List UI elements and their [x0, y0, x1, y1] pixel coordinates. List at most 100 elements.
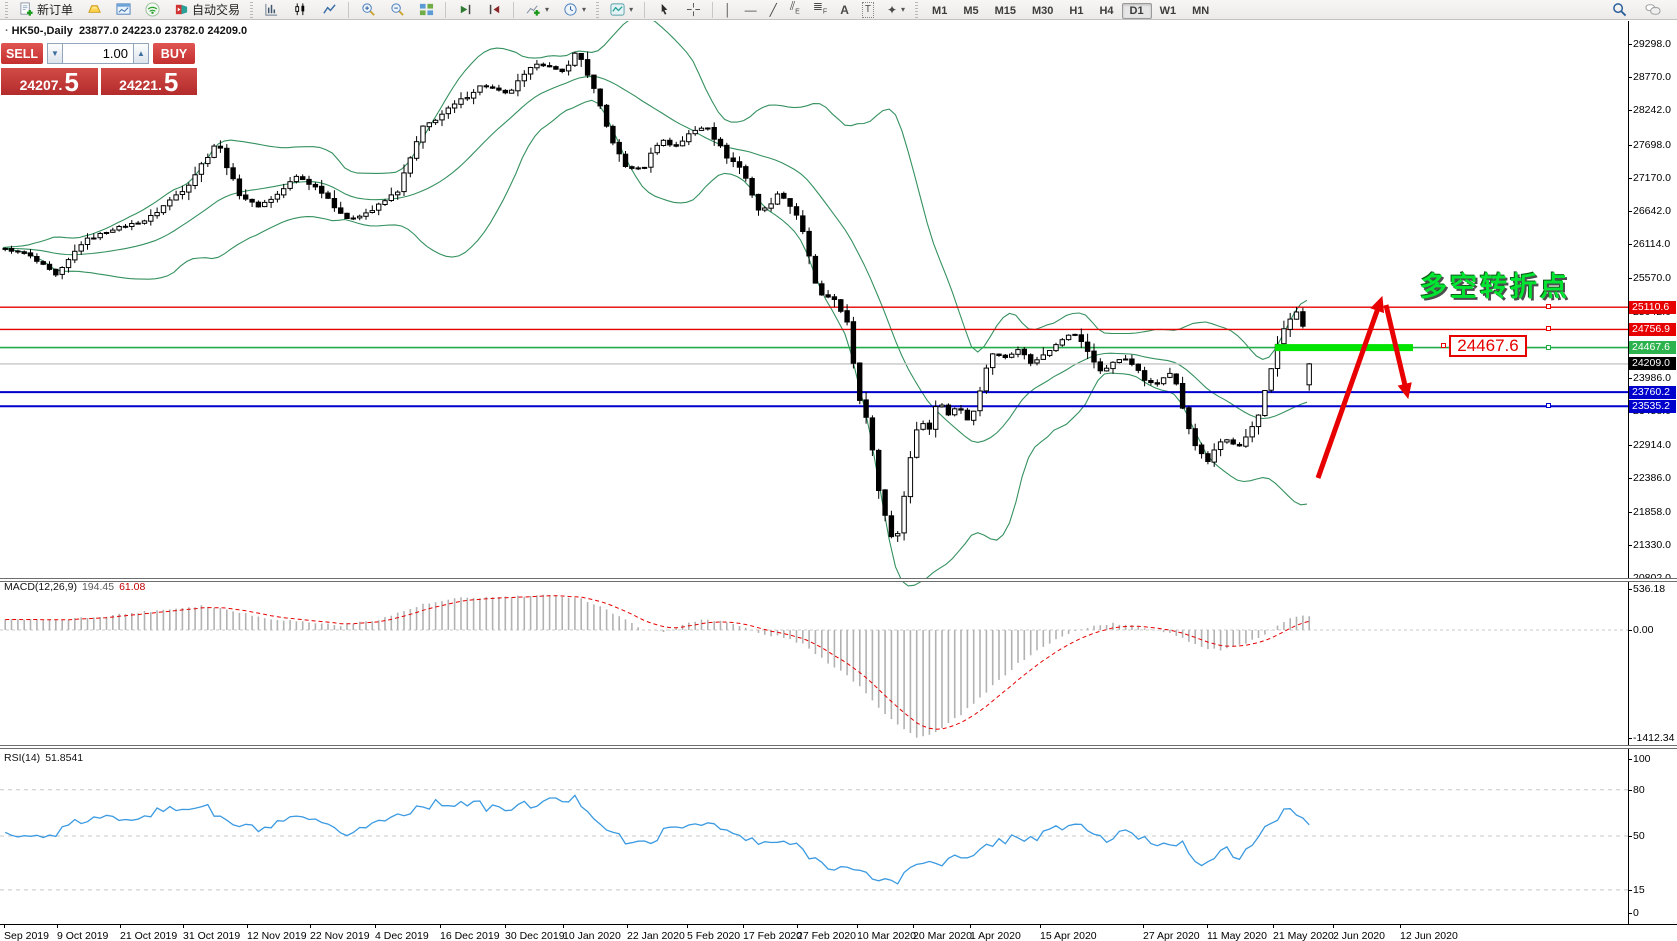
- price-tick-label: 22914.0: [1633, 439, 1671, 451]
- zoom-in-button[interactable]: [356, 1, 380, 19]
- time-axis-tick: [970, 925, 971, 928]
- chart-template-icon: [609, 2, 625, 18]
- rsi-axis-label: 50: [1633, 830, 1645, 842]
- candle-body: [990, 353, 996, 369]
- axis-tick: [1628, 890, 1632, 891]
- horizontal-line-icon: —: [744, 2, 757, 17]
- toolbar-grip[interactable]: [5, 1, 8, 18]
- candle-body: [97, 233, 103, 239]
- search-button[interactable]: [1607, 1, 1631, 19]
- arrow-up-segment[interactable]: [1315, 309, 1380, 479]
- axis-tick: [1628, 913, 1632, 914]
- candle-body: [882, 489, 888, 516]
- bar-chart-mode-button[interactable]: [259, 1, 283, 19]
- sell-price[interactable]: 24207. 5: [1, 68, 98, 95]
- chart-window[interactable]: · HK50-,Daily 23877.0 24223.0 23782.0 242…: [0, 21, 1677, 941]
- time-axis-label: 10 Jan 2020: [563, 930, 621, 941]
- toolbar-separator: [644, 1, 646, 18]
- text-label-tool-button[interactable]: T: [858, 1, 878, 19]
- equidistant-channel-tool-button[interactable]: ⫽E: [786, 0, 804, 21]
- cursor-tool-button[interactable]: [652, 1, 676, 19]
- chat-button[interactable]: [1641, 1, 1665, 19]
- timeframe-button-m15[interactable]: M15: [994, 4, 1017, 17]
- market-watch-button[interactable]: [111, 1, 135, 19]
- candle-body: [338, 207, 344, 214]
- candle-body: [920, 423, 926, 430]
- candle-body: [502, 89, 509, 94]
- arrow-down-segment[interactable]: [1383, 304, 1408, 385]
- sell-button[interactable]: SELL: [1, 43, 43, 64]
- timeframe-button-m5[interactable]: M5: [963, 4, 979, 17]
- candle-body: [553, 66, 559, 70]
- toolbar-right-group: [1607, 1, 1673, 19]
- signal-button[interactable]: [140, 1, 164, 19]
- period-button[interactable]: ▾: [558, 1, 590, 19]
- crosshair-tool-button[interactable]: [681, 1, 705, 19]
- arrows-tool-button[interactable]: ✦ ▾: [883, 2, 909, 18]
- candle-body: [895, 533, 901, 537]
- line-handle-24756.9[interactable]: [1546, 326, 1551, 331]
- candle-body: [1116, 359, 1122, 364]
- time-axis-label: 17 Feb 2020: [743, 930, 802, 941]
- fibonacci-tool-button[interactable]: ≣F: [809, 0, 831, 21]
- horizontal-level-lines[interactable]: [0, 306, 1628, 408]
- toolbar-grip[interactable]: [915, 1, 919, 18]
- time-axis-tick: [1273, 925, 1274, 928]
- zoom-out-button[interactable]: [385, 1, 409, 19]
- auto-trading-button[interactable]: 自动交易: [169, 0, 244, 19]
- trendline-tool-button[interactable]: ╱: [766, 2, 781, 18]
- chart-canvas[interactable]: [0, 21, 1677, 924]
- axis-tick: [1628, 378, 1632, 379]
- chart-template-button[interactable]: ▾: [605, 1, 637, 19]
- macd-pane-divider[interactable]: [0, 578, 1677, 582]
- time-axis-tick: [563, 925, 564, 928]
- text-tool-button[interactable]: A: [836, 2, 853, 18]
- add-indicator-button[interactable]: ▾: [521, 1, 553, 19]
- timeframe-button-m1[interactable]: M1: [932, 4, 948, 17]
- rsi-pane-divider[interactable]: [0, 745, 1677, 749]
- line-handle-24467.6[interactable]: [1546, 345, 1551, 350]
- timeframe-button-w1[interactable]: W1: [1159, 4, 1177, 17]
- timeframe-button-m30[interactable]: M30: [1032, 4, 1054, 17]
- auto-scroll-button[interactable]: [453, 1, 477, 19]
- volume-input[interactable]: [63, 43, 133, 64]
- candle-body: [768, 203, 774, 209]
- candlestick-mode-button[interactable]: [288, 1, 312, 19]
- candle-body: [705, 127, 711, 130]
- candle-body: [262, 201, 268, 208]
- time-axis-tick: [797, 925, 798, 928]
- candle-body: [534, 63, 540, 69]
- line-chart-mode-button[interactable]: [317, 1, 341, 19]
- candle-body: [91, 237, 97, 240]
- symbol-bullet-icon: ·: [5, 25, 9, 37]
- trend-arrow-annotation[interactable]: [1315, 295, 1412, 479]
- chart-shift-button[interactable]: [482, 1, 506, 19]
- timeframe-button-mn[interactable]: MN: [1192, 4, 1210, 17]
- candle-body: [597, 88, 603, 107]
- line-handle-23535.2[interactable]: [1546, 403, 1551, 408]
- tile-windows-icon: [418, 2, 434, 18]
- horizontal-line-tool-button[interactable]: —: [741, 2, 761, 18]
- candle-body: [641, 166, 648, 169]
- buy-price[interactable]: 24221. 5: [100, 68, 197, 95]
- new-order-button[interactable]: 新订单: [14, 0, 77, 19]
- turning-point-annotation[interactable]: 多空转折点: [1420, 272, 1570, 302]
- line-handle-25110.6[interactable]: [1546, 304, 1551, 309]
- fibonacci-icon: ≣F: [812, 0, 828, 16]
- price-label-annotation[interactable]: 24467.6: [1449, 335, 1527, 357]
- gold-ingot-button[interactable]: [82, 1, 106, 19]
- buy-button[interactable]: BUY: [153, 43, 195, 64]
- green-zone-bar-annotation[interactable]: [1275, 344, 1413, 352]
- timeframe-button-h1[interactable]: H1: [1069, 4, 1084, 17]
- timeframe-button-h4[interactable]: H4: [1099, 4, 1114, 17]
- candle-body: [293, 175, 300, 183]
- toolbar-grip[interactable]: [250, 1, 254, 18]
- toolbar-grip[interactable]: [596, 1, 600, 18]
- tile-windows-button[interactable]: [414, 1, 438, 19]
- volume-down-button[interactable]: ▼: [47, 43, 63, 64]
- vertical-line-tool-button[interactable]: │: [720, 2, 736, 18]
- candle-body: [559, 68, 565, 73]
- price-label-anchor-handle[interactable]: [1441, 343, 1446, 348]
- volume-up-button[interactable]: ▲: [133, 43, 149, 64]
- timeframe-button-d1[interactable]: D1: [1121, 2, 1152, 19]
